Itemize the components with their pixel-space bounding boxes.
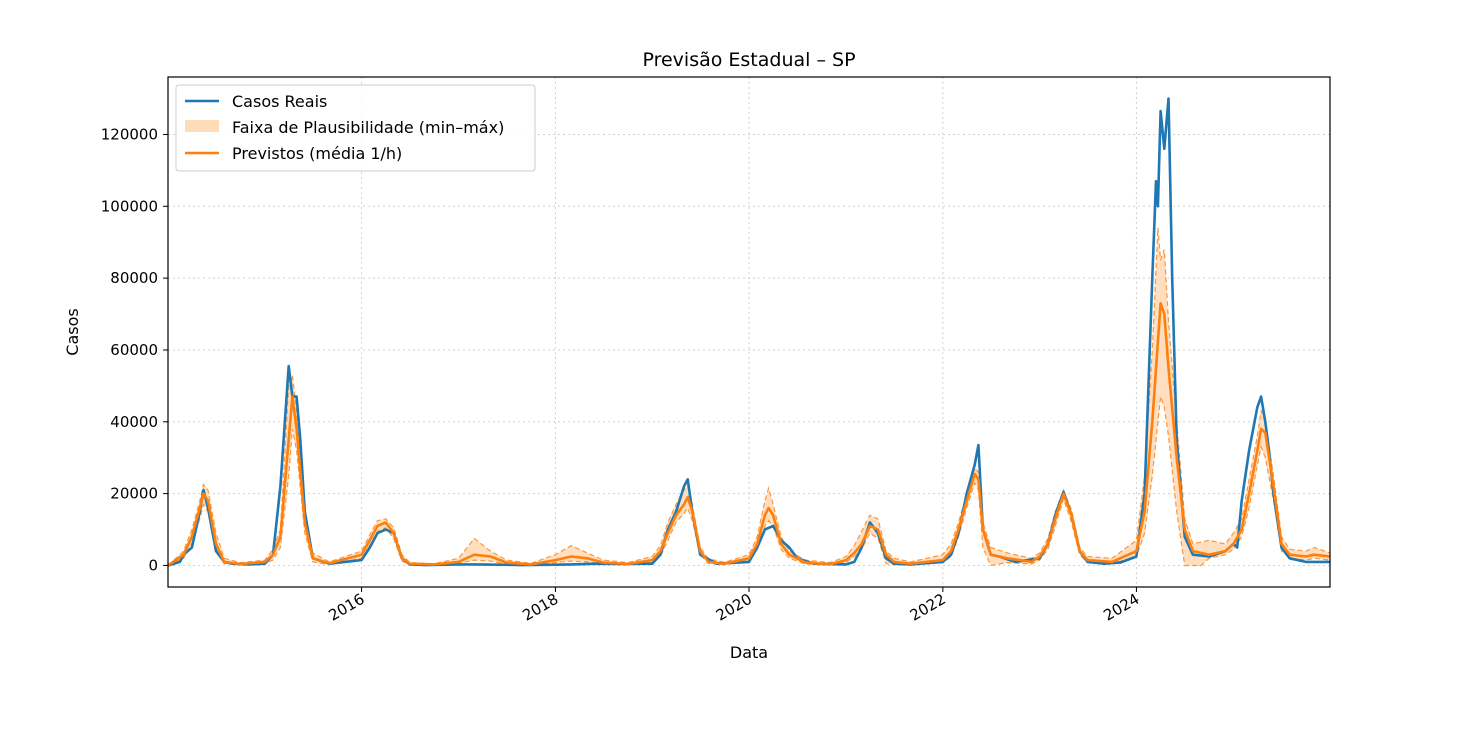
y-tick-label: 40000 [110,413,158,431]
y-tick-label: 100000 [101,197,158,215]
y-tick-label: 0 [148,556,158,574]
legend-swatch-band [185,120,219,132]
series-line-forecast [167,301,1331,567]
x-axis-ticks: 2016 2018 2020 2022 2024 [326,587,1142,625]
x-tick-label: 2018 [519,590,561,625]
legend-label-forecast: Previstos (média 1/h) [232,144,402,163]
y-tick-label: 120000 [101,125,158,143]
y-tick-label: 80000 [110,269,158,287]
y-axis-label: Casos [63,308,82,355]
x-tick-label: 2016 [326,590,368,625]
x-axis-label: Data [730,643,768,662]
chart-title: Previsão Estadual – SP [642,49,855,71]
y-axis-ticks: 0 20000 40000 60000 80000 100000 120000 [101,125,168,574]
legend-label-band: Faixa de Plausibilidade (min–máx) [232,118,504,137]
band-upper-line [167,227,1331,566]
legend: Casos Reais Faixa de Plausibilidade (min… [175,84,536,172]
legend-box [175,84,536,172]
y-tick-label: 60000 [110,341,158,359]
grid-layer [168,77,1330,587]
legend-label-real: Casos Reais [232,92,327,111]
x-tick-label: 2022 [907,590,949,625]
y-tick-label: 20000 [110,485,158,503]
x-tick-label: 2020 [713,590,755,625]
series-layer [167,97,1331,567]
x-tick-label: 2024 [1100,590,1142,625]
